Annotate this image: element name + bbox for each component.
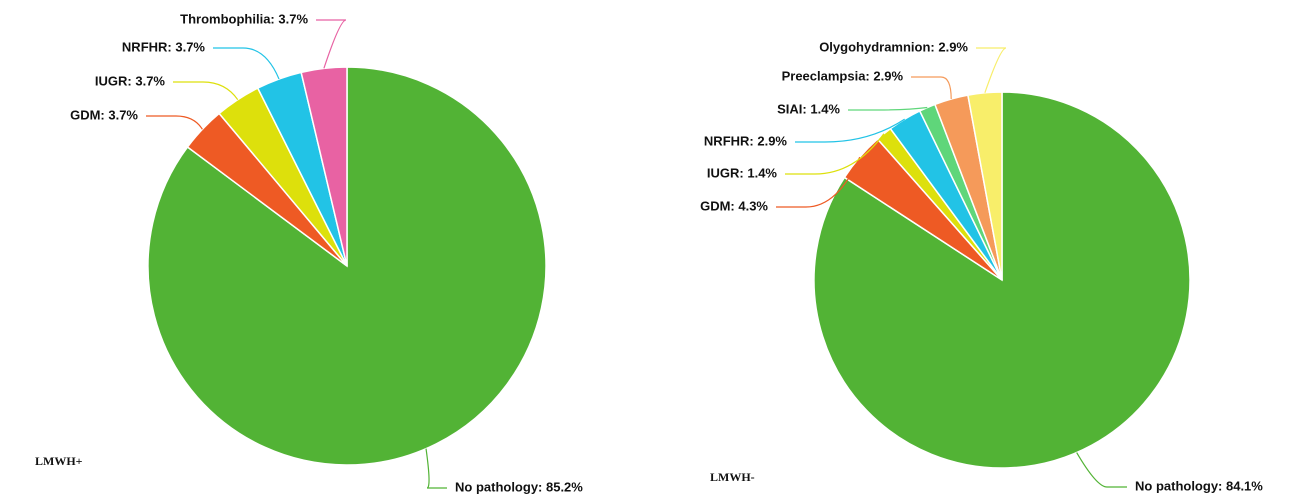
leader-line <box>976 47 1007 93</box>
leader-line <box>785 133 885 175</box>
slice-label: NRFHR: 3.7% <box>122 39 206 54</box>
slice-label: GDM: 4.3% <box>700 198 768 213</box>
pie-slice <box>147 66 547 466</box>
chart-caption: LMWH+ <box>35 454 83 468</box>
chart-caption: LMWH- <box>710 470 755 484</box>
slice-label: No pathology: 85.2% <box>455 479 583 494</box>
slice-label: Thrombophilia: 3.7% <box>180 11 308 26</box>
leader-line <box>173 81 239 101</box>
slice-label: GDM: 3.7% <box>70 107 138 122</box>
leader-line <box>146 115 203 130</box>
slice-label: NRFHR: 2.9% <box>704 133 788 148</box>
slice-label: SIAI: 1.4% <box>777 101 840 116</box>
leader-line <box>911 76 952 99</box>
slice-label: Preeclampsia: 2.9% <box>782 68 904 83</box>
leader-line <box>848 106 928 111</box>
leader-line <box>1076 452 1127 488</box>
slice-label: IUGR: 3.7% <box>95 73 166 88</box>
slice-label: IUGR: 1.4% <box>707 165 778 180</box>
leader-line <box>795 118 906 143</box>
leader-line <box>425 448 447 489</box>
leader-line <box>776 156 861 208</box>
pie-slice <box>300 66 348 267</box>
leader-line <box>316 19 347 69</box>
slice-label: No pathology: 84.1% <box>1135 478 1263 493</box>
leader-line <box>213 47 280 80</box>
slice-label: Olygohydramnion: 2.9% <box>819 39 968 54</box>
